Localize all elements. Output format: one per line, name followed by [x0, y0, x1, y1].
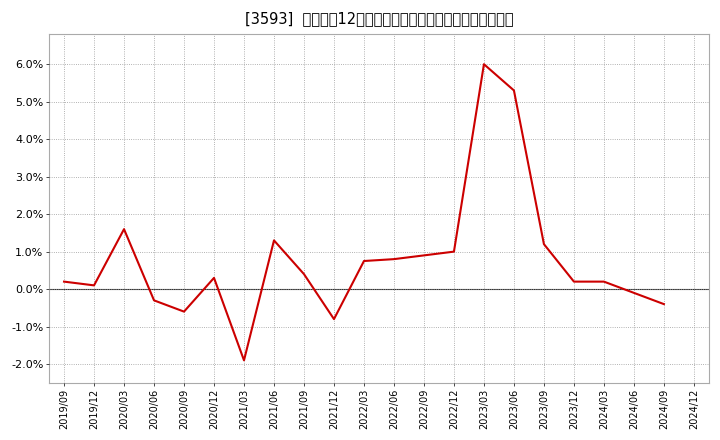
- Title: [3593]  売上高の12か月移動合計の対前年同期増減率の推移: [3593] 売上高の12か月移動合計の対前年同期増減率の推移: [245, 11, 513, 26]
